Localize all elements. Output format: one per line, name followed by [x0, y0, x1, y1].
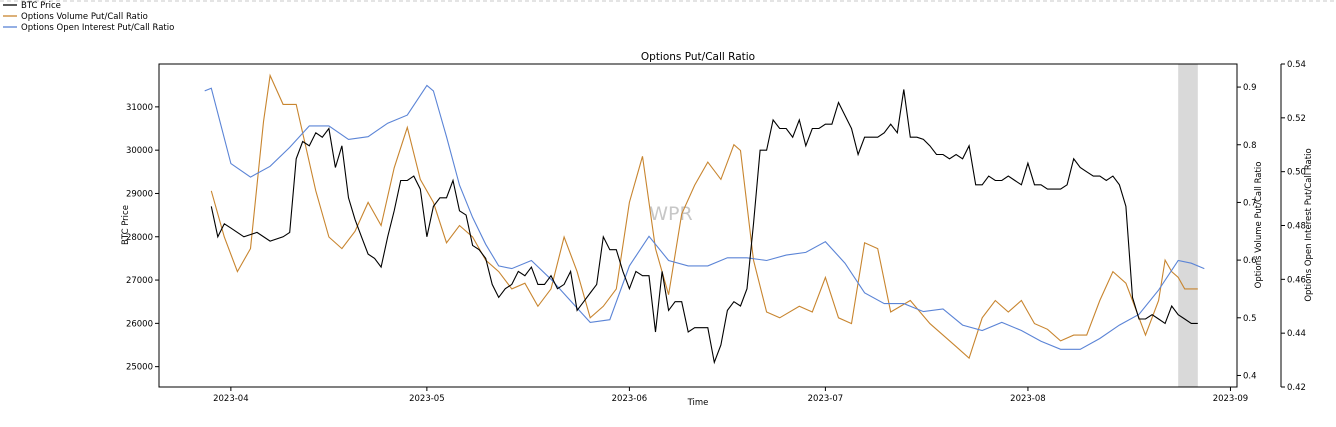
right2-tick-label: 0.50	[1287, 168, 1306, 178]
right1-tick-label: 0.9	[1243, 83, 1257, 93]
x-axis-ticks: 2023-04 2023-05 2023-06 2023-07 2023-08 2023-…	[213, 387, 1248, 404]
right-axis-2-label: Options Open Interest Put/Call Ratio	[1304, 148, 1314, 301]
left-tick-label: 26000	[126, 319, 153, 329]
right1-tick-label: 0.5	[1243, 314, 1257, 324]
legend-label-volume: Options Volume Put/Call Ratio	[21, 12, 148, 22]
x-tick-label: 2023-04	[213, 394, 249, 404]
right1-tick-label: 0.4	[1243, 371, 1257, 381]
right2-tick-label: 0.52	[1287, 114, 1306, 124]
series-line-btc	[210, 89, 1198, 365]
legend-label-btc: BTC Price	[21, 1, 61, 11]
left-tick-label: 31000	[126, 103, 153, 113]
right-axis-1-label: Options Volume Put/Call Ratio	[1254, 162, 1264, 289]
left-axis-label: BTC Price	[121, 205, 131, 245]
right2-tick-label: 0.48	[1287, 222, 1306, 232]
chart-title: Options Put/Call Ratio	[641, 51, 755, 63]
right1-tick-label: 0.8	[1243, 141, 1257, 151]
right2-tick-label: 0.46	[1287, 275, 1306, 285]
left-tick-label: 25000	[126, 363, 153, 373]
right2-tick-label: 0.42	[1287, 383, 1306, 393]
series-line-volume	[210, 73, 1198, 360]
left-tick-label: 30000	[126, 146, 153, 156]
x-tick-label: 2023-06	[612, 394, 648, 404]
legend-label-oi: Options Open Interest Put/Call Ratio	[21, 23, 174, 33]
right2-tick-label: 0.44	[1287, 329, 1306, 339]
left-axis-ticks: 25000 26000 27000 28000 29000 30000 31000	[126, 103, 159, 373]
x-tick-label: 2023-05	[409, 394, 445, 404]
left-tick-label: 29000	[126, 189, 153, 199]
right-axis-2-ticks: 0.42 0.44 0.46 0.48 0.50 0.52 0.54	[1281, 60, 1306, 393]
left-tick-label: 27000	[126, 276, 153, 286]
x-axis-label: Time	[687, 398, 709, 408]
right-axis-1-ticks: 0.4 0.5 0.6 0.7 0.8 0.9	[1237, 83, 1257, 381]
shaded-region	[1178, 64, 1198, 387]
right1-tick-label: 0.7	[1243, 198, 1257, 208]
watermark: WPR	[649, 203, 692, 225]
series-line-oi	[204, 84, 1205, 350]
legend: BTC Price Options Volume Put/Call Ratio …	[3, 1, 174, 33]
plot-frame	[158, 63, 1238, 388]
right1-tick-label: 0.6	[1243, 256, 1257, 266]
x-tick-label: 2023-07	[808, 394, 844, 404]
left-tick-label: 28000	[126, 233, 153, 243]
right2-tick-label: 0.54	[1287, 60, 1306, 70]
x-tick-label: 2023-09	[1213, 394, 1249, 404]
x-tick-label: 2023-08	[1010, 394, 1046, 404]
